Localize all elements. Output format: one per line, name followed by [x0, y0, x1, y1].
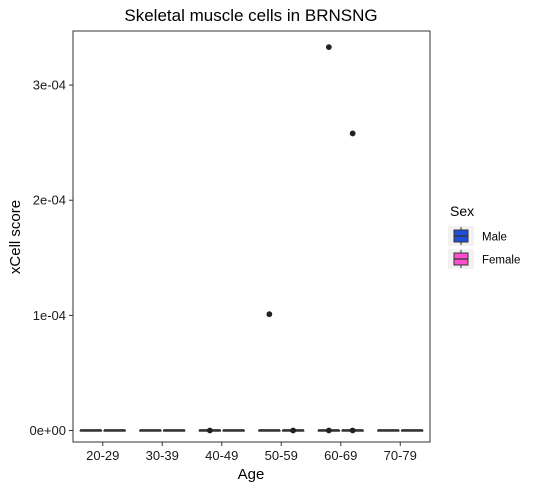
- legend-key: [448, 226, 474, 246]
- x-axis-title: Age: [238, 466, 265, 483]
- x-tick-label: 20-29: [86, 448, 119, 463]
- outlier-point: [349, 130, 356, 137]
- legend-key: [448, 249, 474, 269]
- x-tick-label: 50-59: [265, 448, 298, 463]
- plot-panel: [72, 30, 431, 443]
- y-tick-label: 2e-04: [33, 193, 66, 208]
- x-tick-label: 70-79: [384, 448, 417, 463]
- legend-entry-label: Male: [482, 232, 507, 244]
- legend: Sex Male Female: [448, 203, 520, 269]
- outlier-point: [290, 427, 297, 434]
- outliers-layer: [206, 44, 356, 434]
- y-tick-label: 1e-04: [33, 308, 66, 323]
- y-axis-title: xCell score: [7, 200, 24, 274]
- x-tick-label: 30-39: [146, 448, 179, 463]
- outlier-point: [349, 427, 356, 434]
- y-axis: 0e+00 1e-04 2e-04 3e-04: [29, 78, 73, 438]
- legend-entry-label: Female: [482, 255, 520, 267]
- x-tick-label: 40-49: [205, 448, 238, 463]
- y-tick-label: 3e-04: [33, 78, 66, 93]
- x-tick-label: 60-69: [324, 448, 357, 463]
- outlier-point: [266, 311, 273, 318]
- chart-title: Skeletal muscle cells in BRNSNG: [124, 6, 377, 25]
- outlier-point: [206, 427, 213, 434]
- outlier-point: [325, 44, 332, 51]
- y-tick-label: 0e+00: [29, 423, 66, 438]
- x-axis: 20-29 30-39 40-49 50-59 60-69 70-79: [86, 442, 417, 463]
- legend-title: Sex: [450, 203, 474, 219]
- outlier-point: [325, 427, 332, 434]
